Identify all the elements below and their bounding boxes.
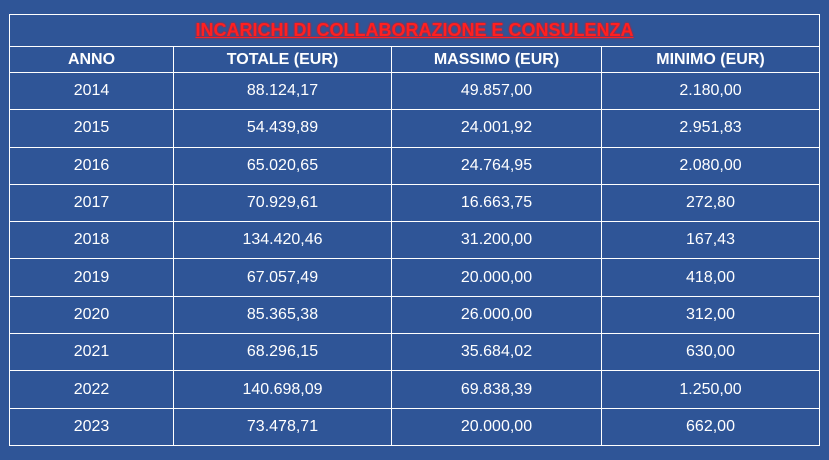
cell-massimo: 35.684,02 bbox=[391, 333, 602, 372]
cell-massimo: 26.000,00 bbox=[391, 295, 602, 335]
cell-anno: 2018 bbox=[9, 221, 174, 260]
cell-totale: 67.057,49 bbox=[173, 258, 392, 297]
cell-anno: 2017 bbox=[9, 183, 174, 223]
cell-massimo: 31.200,00 bbox=[391, 221, 602, 260]
column-header-anno: ANNO bbox=[9, 46, 174, 73]
cell-minimo: 2.080,00 bbox=[601, 146, 820, 185]
table-row: 2018 134.420,46 31.200,00 167,43 bbox=[9, 221, 820, 260]
table-row: 2023 73.478,71 20.000,00 662,00 bbox=[9, 407, 820, 447]
cell-minimo: 1.250,00 bbox=[601, 370, 820, 409]
cell-massimo: 16.663,75 bbox=[391, 183, 602, 223]
table-row: 2021 68.296,15 35.684,02 630,00 bbox=[9, 333, 820, 372]
data-table: INCARICHI DI COLLABORAZIONE E CONSULENZA… bbox=[9, 14, 820, 447]
cell-minimo: 2.180,00 bbox=[601, 71, 820, 111]
table-row: 2019 67.057,49 20.000,00 418,00 bbox=[9, 258, 820, 297]
cell-totale: 88.124,17 bbox=[173, 71, 392, 111]
column-header-massimo: MASSIMO (EUR) bbox=[391, 46, 602, 73]
cell-anno: 2015 bbox=[9, 109, 174, 148]
cell-totale: 73.478,71 bbox=[173, 407, 392, 447]
cell-massimo: 69.838,39 bbox=[391, 370, 602, 409]
cell-totale: 65.020,65 bbox=[173, 146, 392, 185]
cell-totale: 85.365,38 bbox=[173, 295, 392, 335]
title-row: INCARICHI DI COLLABORAZIONE E CONSULENZA bbox=[9, 14, 820, 47]
cell-totale: 70.929,61 bbox=[173, 183, 392, 223]
table-row: 2014 88.124,17 49.857,00 2.180,00 bbox=[9, 71, 820, 111]
cell-anno: 2021 bbox=[9, 333, 174, 372]
column-header-minimo: MINIMO (EUR) bbox=[601, 46, 820, 73]
cell-totale: 140.698,09 bbox=[173, 370, 392, 409]
cell-massimo: 24.001,92 bbox=[391, 109, 602, 148]
cell-minimo: 418,00 bbox=[601, 258, 820, 297]
cell-totale: 68.296,15 bbox=[173, 333, 392, 372]
table-row: 2017 70.929,61 16.663,75 272,80 bbox=[9, 183, 820, 223]
cell-massimo: 24.764,95 bbox=[391, 146, 602, 185]
cell-anno: 2016 bbox=[9, 146, 174, 185]
cell-totale: 134.420,46 bbox=[173, 221, 392, 260]
cell-totale: 54.439,89 bbox=[173, 109, 392, 148]
table-row: 2016 65.020,65 24.764,95 2.080,00 bbox=[9, 146, 820, 185]
table-title: INCARICHI DI COLLABORAZIONE E CONSULENZA bbox=[9, 14, 820, 47]
cell-anno: 2014 bbox=[9, 71, 174, 111]
cell-anno: 2023 bbox=[9, 407, 174, 447]
cell-minimo: 2.951,83 bbox=[601, 109, 820, 148]
cell-minimo: 630,00 bbox=[601, 333, 820, 372]
table-row: 2020 85.365,38 26.000,00 312,00 bbox=[9, 295, 820, 335]
cell-minimo: 662,00 bbox=[601, 407, 820, 447]
cell-minimo: 312,00 bbox=[601, 295, 820, 335]
cell-minimo: 272,80 bbox=[601, 183, 820, 223]
cell-minimo: 167,43 bbox=[601, 221, 820, 260]
table-row: 2015 54.439,89 24.001,92 2.951,83 bbox=[9, 109, 820, 148]
table-row: 2022 140.698,09 69.838,39 1.250,00 bbox=[9, 370, 820, 409]
cell-massimo: 20.000,00 bbox=[391, 407, 602, 447]
cell-anno: 2019 bbox=[9, 258, 174, 297]
column-header-totale: TOTALE (EUR) bbox=[173, 46, 392, 73]
cell-massimo: 20.000,00 bbox=[391, 258, 602, 297]
cell-massimo: 49.857,00 bbox=[391, 71, 602, 111]
header-row: ANNO TOTALE (EUR) MASSIMO (EUR) MINIMO (… bbox=[9, 46, 820, 73]
cell-anno: 2022 bbox=[9, 370, 174, 409]
cell-anno: 2020 bbox=[9, 295, 174, 335]
